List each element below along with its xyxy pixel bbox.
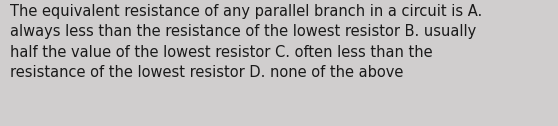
Text: The equivalent resistance of any parallel branch in a circuit is A.
always less : The equivalent resistance of any paralle… xyxy=(10,4,482,80)
